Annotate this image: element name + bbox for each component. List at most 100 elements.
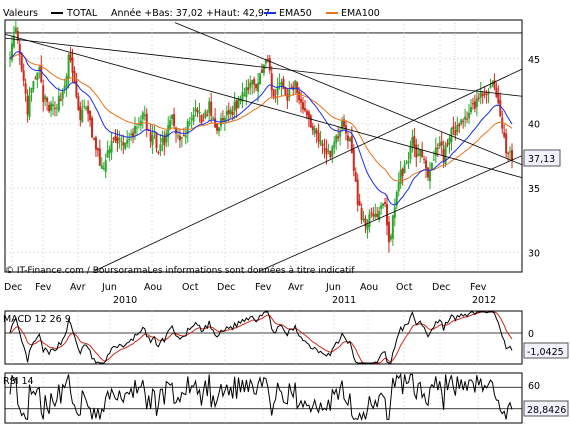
candle-body (405, 163, 408, 165)
candle-body (354, 172, 357, 182)
candle-body (391, 215, 394, 239)
rsi-frame (4, 372, 523, 424)
candle-body (428, 170, 431, 182)
candle-body (444, 145, 447, 164)
candle-body (282, 78, 285, 90)
candle-body (249, 82, 252, 88)
candle-body (344, 125, 347, 134)
candle-body (73, 71, 76, 84)
candle-body (208, 101, 211, 114)
candle-body (411, 137, 414, 147)
candle-body (20, 53, 23, 71)
candle-body (186, 121, 189, 134)
candle-body (298, 91, 301, 101)
candle-body (450, 127, 453, 142)
candle-body (499, 100, 502, 117)
candle-body (247, 87, 250, 90)
candle-body (196, 109, 199, 113)
rsi-title: RSI 14 (3, 376, 34, 387)
candle-body (423, 158, 426, 160)
price-tick-label: 45 (528, 55, 540, 66)
candle-body (231, 111, 234, 115)
candle-body (368, 214, 371, 228)
month-label: Dec (432, 282, 450, 293)
candle-body (260, 69, 263, 73)
candle-body (264, 59, 267, 64)
candle-body (317, 132, 320, 142)
candle-body (159, 144, 162, 151)
candle-body (311, 126, 314, 131)
candle-body (24, 83, 27, 94)
candle-body (171, 114, 174, 119)
candle-body (360, 207, 363, 220)
candle-body (112, 137, 115, 139)
candle-body (425, 160, 428, 169)
candle-body (403, 164, 406, 174)
candle-body (448, 137, 451, 144)
candle-body (346, 135, 349, 141)
candle-body (303, 108, 306, 111)
candle-body (266, 59, 269, 61)
candle-body (81, 109, 84, 123)
candle-body (124, 142, 127, 149)
candle-body (143, 114, 146, 117)
candle-body (122, 142, 125, 146)
candle-body (280, 82, 283, 86)
candle-body (190, 118, 193, 120)
candle-body (251, 79, 254, 85)
candle-body (132, 132, 135, 138)
candle-body (286, 94, 289, 101)
candle-body (454, 129, 457, 136)
month-label: Fev (35, 282, 52, 293)
candle-body (106, 150, 109, 158)
candle-body (44, 96, 47, 100)
macd-tick-0: 0 (528, 329, 534, 340)
candle-body (352, 149, 355, 172)
candle-body (126, 139, 129, 144)
candle-body (135, 127, 138, 129)
candle-body (59, 99, 62, 102)
candle-body (98, 148, 101, 166)
candle-body (157, 152, 160, 154)
last-price-badge: 37,13 (523, 149, 561, 167)
month-label: Dec (4, 282, 22, 293)
candle-body (270, 73, 273, 91)
rsi-value-badge: 28,8426 (523, 400, 569, 417)
candle-body (225, 111, 228, 116)
candle-body (141, 112, 144, 120)
macd-line (9, 311, 513, 364)
candle-body (245, 87, 248, 98)
candle-body (169, 120, 172, 129)
candle-body (458, 123, 461, 127)
macd-value-badge: -1,0425 (523, 342, 569, 359)
time-axis: Dec Fev Avr Jun Aou Oct Dec Fev Avr Jun Aou Oct Dec F… (4, 282, 496, 306)
candle-body (128, 138, 131, 140)
candle-body (18, 44, 21, 55)
candle-body (241, 92, 244, 102)
candle-body (362, 219, 365, 221)
candle-body (212, 117, 215, 119)
candle-body (471, 103, 474, 105)
candle-body (397, 182, 400, 192)
candle-body (456, 125, 459, 133)
candle-body (335, 135, 338, 143)
month-label: Fev (470, 282, 487, 293)
macd-panel (4, 310, 523, 365)
trendline (174, 22, 523, 166)
candle-body (63, 85, 66, 89)
candle-body (440, 141, 443, 146)
year-label: 2011 (332, 295, 356, 306)
candle-body (321, 143, 324, 147)
candle-body (307, 111, 310, 120)
candle-body (462, 121, 465, 123)
candle-body (161, 138, 164, 143)
candle-body (42, 85, 45, 103)
candle-body (331, 146, 334, 157)
candle-body (356, 179, 359, 205)
candle-body (413, 136, 416, 148)
legend-ema100: EMA100 (341, 8, 380, 19)
candle-body (466, 118, 469, 120)
candle-body (130, 133, 133, 136)
candle-body (14, 27, 17, 34)
